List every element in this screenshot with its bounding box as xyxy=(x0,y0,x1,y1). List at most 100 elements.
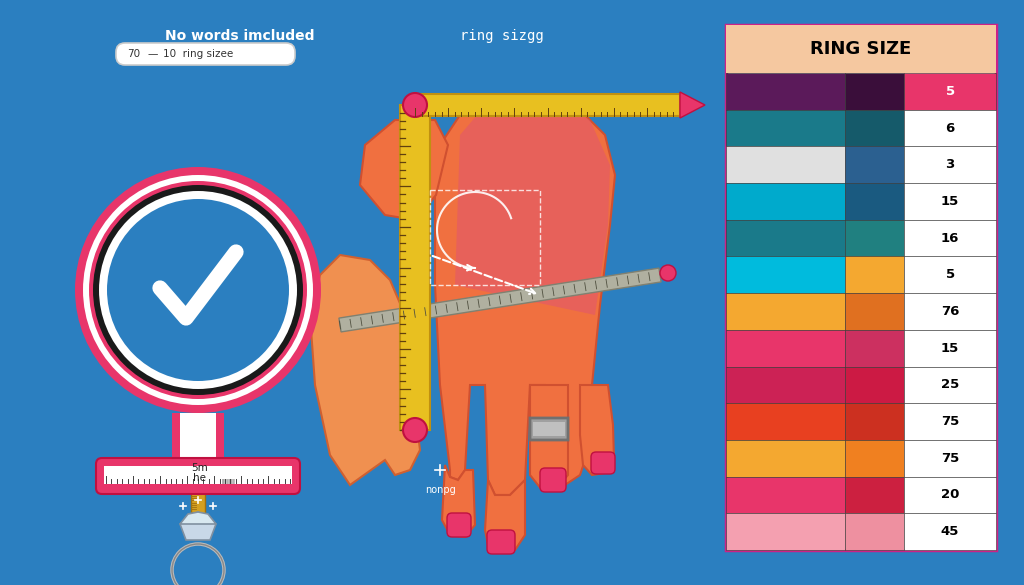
FancyBboxPatch shape xyxy=(904,220,996,256)
Text: 70: 70 xyxy=(127,49,140,59)
FancyBboxPatch shape xyxy=(22,22,1002,563)
FancyBboxPatch shape xyxy=(116,43,295,65)
Polygon shape xyxy=(442,465,475,537)
FancyBboxPatch shape xyxy=(845,110,904,146)
Text: —: — xyxy=(148,49,159,59)
FancyBboxPatch shape xyxy=(845,513,904,550)
Text: 75: 75 xyxy=(941,452,959,464)
Polygon shape xyxy=(455,95,610,315)
Text: No words imcluded: No words imcluded xyxy=(165,29,314,43)
FancyBboxPatch shape xyxy=(845,477,904,513)
Text: 15: 15 xyxy=(941,195,959,208)
FancyBboxPatch shape xyxy=(591,452,615,474)
Text: 6: 6 xyxy=(945,122,954,135)
Text: RING SIZE: RING SIZE xyxy=(810,40,911,58)
FancyBboxPatch shape xyxy=(534,422,565,436)
FancyBboxPatch shape xyxy=(904,513,996,550)
Text: 10  ring sizee: 10 ring sizee xyxy=(163,49,233,59)
Text: 5: 5 xyxy=(945,85,954,98)
FancyBboxPatch shape xyxy=(415,94,680,116)
FancyBboxPatch shape xyxy=(904,110,996,146)
FancyBboxPatch shape xyxy=(726,220,845,256)
FancyBboxPatch shape xyxy=(904,146,996,183)
FancyBboxPatch shape xyxy=(845,220,904,256)
FancyBboxPatch shape xyxy=(726,403,845,440)
Text: 45: 45 xyxy=(941,525,959,538)
Text: 5: 5 xyxy=(945,269,954,281)
FancyBboxPatch shape xyxy=(104,466,292,484)
Polygon shape xyxy=(180,512,216,524)
Circle shape xyxy=(106,199,289,381)
FancyBboxPatch shape xyxy=(400,105,430,430)
Circle shape xyxy=(89,181,307,399)
Circle shape xyxy=(403,418,427,442)
Text: 15: 15 xyxy=(941,342,959,355)
Polygon shape xyxy=(435,95,615,495)
FancyBboxPatch shape xyxy=(726,256,845,293)
FancyBboxPatch shape xyxy=(845,403,904,440)
FancyBboxPatch shape xyxy=(904,367,996,403)
Polygon shape xyxy=(530,385,568,490)
Circle shape xyxy=(83,175,313,405)
Text: 16: 16 xyxy=(941,232,959,245)
Text: 20: 20 xyxy=(941,488,959,501)
FancyBboxPatch shape xyxy=(726,146,845,183)
Text: he: he xyxy=(194,473,207,483)
FancyBboxPatch shape xyxy=(845,73,904,110)
FancyBboxPatch shape xyxy=(726,25,996,550)
Circle shape xyxy=(99,191,297,389)
Polygon shape xyxy=(180,512,216,540)
Circle shape xyxy=(75,167,321,413)
Text: IIIIIII: IIIIIII xyxy=(221,479,234,485)
FancyBboxPatch shape xyxy=(540,468,566,492)
FancyBboxPatch shape xyxy=(904,330,996,367)
FancyBboxPatch shape xyxy=(845,256,904,293)
FancyBboxPatch shape xyxy=(845,146,904,183)
FancyBboxPatch shape xyxy=(904,293,996,330)
Polygon shape xyxy=(310,255,420,485)
Polygon shape xyxy=(360,120,449,220)
Circle shape xyxy=(93,185,303,395)
Polygon shape xyxy=(485,480,525,553)
Text: ring sizgg: ring sizgg xyxy=(460,29,544,43)
FancyBboxPatch shape xyxy=(904,256,996,293)
FancyBboxPatch shape xyxy=(845,367,904,403)
Text: 25: 25 xyxy=(941,378,959,391)
Polygon shape xyxy=(680,92,705,118)
FancyBboxPatch shape xyxy=(530,418,568,440)
Text: nonpg: nonpg xyxy=(425,485,456,495)
Text: 76: 76 xyxy=(941,305,959,318)
FancyBboxPatch shape xyxy=(726,440,845,477)
FancyBboxPatch shape xyxy=(96,458,300,494)
FancyBboxPatch shape xyxy=(845,183,904,220)
FancyBboxPatch shape xyxy=(726,110,845,146)
FancyBboxPatch shape xyxy=(726,183,845,220)
FancyBboxPatch shape xyxy=(726,25,996,73)
FancyBboxPatch shape xyxy=(845,293,904,330)
FancyBboxPatch shape xyxy=(191,458,205,525)
FancyBboxPatch shape xyxy=(726,477,845,513)
FancyBboxPatch shape xyxy=(487,530,515,554)
FancyBboxPatch shape xyxy=(726,73,845,110)
FancyBboxPatch shape xyxy=(726,367,845,403)
Text: 75: 75 xyxy=(941,415,959,428)
FancyBboxPatch shape xyxy=(172,413,224,458)
FancyBboxPatch shape xyxy=(447,513,471,537)
Polygon shape xyxy=(339,268,662,332)
FancyBboxPatch shape xyxy=(845,330,904,367)
Circle shape xyxy=(403,93,427,117)
FancyBboxPatch shape xyxy=(180,413,216,458)
FancyBboxPatch shape xyxy=(904,73,996,110)
FancyBboxPatch shape xyxy=(726,513,845,550)
Polygon shape xyxy=(580,385,614,475)
FancyBboxPatch shape xyxy=(904,477,996,513)
FancyBboxPatch shape xyxy=(726,330,845,367)
FancyBboxPatch shape xyxy=(726,293,845,330)
Circle shape xyxy=(660,265,676,281)
FancyBboxPatch shape xyxy=(904,183,996,220)
FancyBboxPatch shape xyxy=(904,440,996,477)
Text: 3: 3 xyxy=(945,158,954,171)
FancyBboxPatch shape xyxy=(904,403,996,440)
Text: 5m: 5m xyxy=(191,463,208,473)
FancyBboxPatch shape xyxy=(845,440,904,477)
